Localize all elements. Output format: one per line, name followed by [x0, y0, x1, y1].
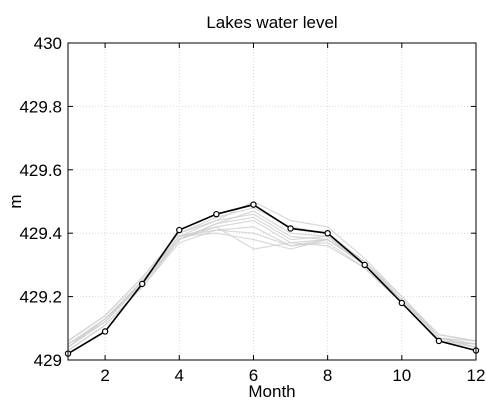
background-series-line-8 [67, 216, 477, 351]
background-series-line-5 [67, 232, 477, 345]
background-series-line-3 [67, 200, 477, 348]
x-tick-label: 6 [249, 366, 258, 385]
chart-title: Lakes water level [206, 13, 337, 32]
y-tick-label: 429.2 [19, 288, 62, 307]
highlight-series-point [287, 225, 294, 232]
x-tick-label: 8 [323, 366, 332, 385]
y-tick-label: 429 [34, 351, 62, 370]
x-tick-label: 10 [392, 366, 411, 385]
highlight-series-point [101, 328, 109, 335]
y-tick-label: 429.6 [19, 161, 62, 180]
y-axis-ticks: 429 429.2 429.4 429.6 429.8 430 [19, 34, 476, 370]
highlight-series-point [324, 229, 331, 237]
y-tick-label: 429.4 [19, 224, 62, 243]
x-tick-label: 4 [175, 366, 184, 385]
y-tick-label: 430 [34, 34, 62, 53]
highlight-series-point [213, 210, 220, 218]
plot-frame [67, 42, 477, 361]
highlight-series-point [361, 261, 368, 269]
background-series-line-9 [67, 229, 477, 345]
highlight-series-point [176, 226, 183, 234]
y-tick-label: 429.8 [19, 97, 62, 116]
highlight-series-point [435, 337, 443, 345]
background-series-group [67, 200, 477, 351]
x-axis-ticks: 2 4 6 8 10 12 [100, 43, 485, 385]
highlight-series-point [250, 201, 257, 208]
highlight-series-point [398, 299, 406, 307]
background-series-line-10 [67, 213, 477, 348]
x-tick-label: 12 [467, 366, 486, 385]
y-axis-label: m [6, 194, 25, 208]
x-tick-label: 2 [100, 366, 109, 385]
x-axis-label: Month [248, 382, 295, 401]
highlight-series-line [67, 203, 477, 355]
highlight-series-point [138, 280, 146, 288]
background-series-line-6 [67, 226, 477, 348]
